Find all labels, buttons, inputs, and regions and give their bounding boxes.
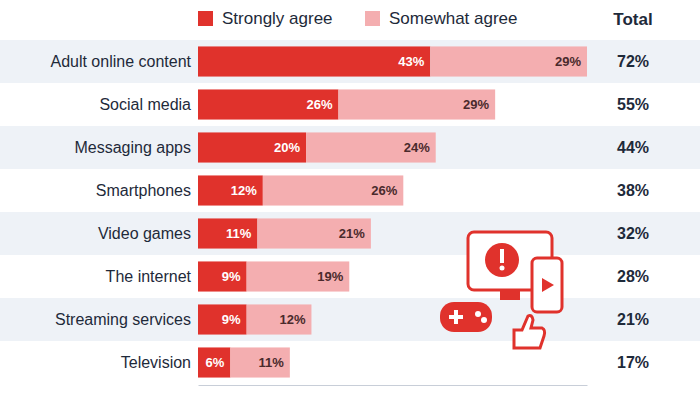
y-tick: Streaming services xyxy=(55,311,191,328)
legend-label: Somewhat agree xyxy=(389,9,518,28)
legend: Strongly agree Somewhat agree xyxy=(198,9,518,28)
data-label: 12% xyxy=(279,312,305,327)
total-label: 17% xyxy=(617,354,649,371)
total-label: 32% xyxy=(617,225,649,242)
y-tick: Smartphones xyxy=(96,182,191,199)
data-label: 26% xyxy=(306,97,332,112)
y-tick: Messaging apps xyxy=(74,139,191,156)
bar-segment xyxy=(306,132,436,162)
icon-play xyxy=(542,278,554,292)
icon-gamepad xyxy=(440,302,492,332)
icon-alert-bar xyxy=(500,249,504,263)
y-tick-label: The internet xyxy=(106,268,192,285)
y-tick-label: Messaging apps xyxy=(74,139,191,156)
total-label: 38% xyxy=(617,182,649,199)
bar-segment xyxy=(198,132,306,162)
bar-segment xyxy=(198,218,257,248)
totals-header: Total xyxy=(613,10,652,29)
total-label: 28% xyxy=(617,268,649,285)
y-tick-label: Television xyxy=(121,354,191,371)
y-tick: The internet xyxy=(106,268,192,285)
bar-segment xyxy=(263,175,403,205)
bar-segment xyxy=(257,218,370,248)
icon-alert-dot xyxy=(500,266,505,271)
total-label: 55% xyxy=(617,96,649,113)
y-tick: Video games xyxy=(98,225,191,242)
icon-gamepad-button xyxy=(475,311,481,317)
bar-segment xyxy=(338,89,495,119)
total-label: 72% xyxy=(617,53,649,70)
data-label: 11% xyxy=(226,226,252,241)
icon-thumb xyxy=(514,316,545,349)
row-stripe xyxy=(0,212,700,255)
legend-swatch xyxy=(365,11,380,26)
icon-monitor-stand xyxy=(500,290,520,300)
y-tick-label: Smartphones xyxy=(96,182,191,199)
data-label: 26% xyxy=(371,183,397,198)
data-label: 9% xyxy=(222,269,241,284)
icon-gamepad-cross-v xyxy=(454,310,458,324)
data-label: 6% xyxy=(206,355,225,370)
bar-segment xyxy=(198,46,430,76)
data-label: 9% xyxy=(222,312,241,327)
y-tick-label: Video games xyxy=(98,225,191,242)
icon-phone xyxy=(532,258,562,312)
row-stripes xyxy=(0,40,700,341)
total-label: 44% xyxy=(617,139,649,156)
chart-container: Strongly agree Somewhat agree Total Adult o… xyxy=(0,0,700,394)
bar-segment xyxy=(198,175,263,205)
data-label: 21% xyxy=(339,226,365,241)
y-axis: Adult online content Social media Messagin… xyxy=(50,53,191,371)
y-tick: Television xyxy=(121,354,191,371)
data-labels: 43% 26% 20% 12% 11% 9% 9% 6% 29% 29% 24% 26% 21% 19% 1… xyxy=(206,54,582,370)
totals: 72% 55% 44% 38% 32% 28% 21% 17% xyxy=(617,53,649,371)
legend-swatch xyxy=(198,11,213,26)
bars xyxy=(198,46,587,377)
y-tick: Social media xyxy=(99,96,191,113)
data-label: 43% xyxy=(398,54,424,69)
data-label: 24% xyxy=(404,140,430,155)
bar-segment xyxy=(247,261,350,291)
decorative-icon xyxy=(440,232,562,348)
row-stripe xyxy=(0,40,700,83)
legend-label: Strongly agree xyxy=(222,9,333,28)
icon-gamepad-button xyxy=(481,317,487,323)
bar-segment xyxy=(198,347,230,377)
data-label: 29% xyxy=(555,54,581,69)
y-tick: Adult online content xyxy=(50,53,191,70)
data-label: 20% xyxy=(274,140,300,155)
x-axis xyxy=(199,385,588,386)
data-label: 19% xyxy=(317,269,343,284)
y-tick-label: Social media xyxy=(99,96,191,113)
bar-segment xyxy=(430,46,587,76)
data-label: 12% xyxy=(231,183,257,198)
y-tick-label: Adult online content xyxy=(50,53,191,70)
row-stripe xyxy=(0,298,700,341)
y-tick-label: Streaming services xyxy=(55,311,191,328)
data-label: 11% xyxy=(259,355,285,370)
bar-segment xyxy=(198,304,247,334)
chart-svg: Strongly agree Somewhat agree Total Adult o… xyxy=(0,0,700,394)
x-axis-line xyxy=(199,385,588,386)
bar-segment xyxy=(198,89,338,119)
bar-segment xyxy=(247,304,312,334)
bar-segment xyxy=(198,261,247,291)
total-label: 21% xyxy=(617,311,649,328)
row-stripe xyxy=(0,126,700,169)
icon-alert xyxy=(485,243,519,277)
bar-segment xyxy=(230,347,289,377)
data-label: 29% xyxy=(463,97,489,112)
